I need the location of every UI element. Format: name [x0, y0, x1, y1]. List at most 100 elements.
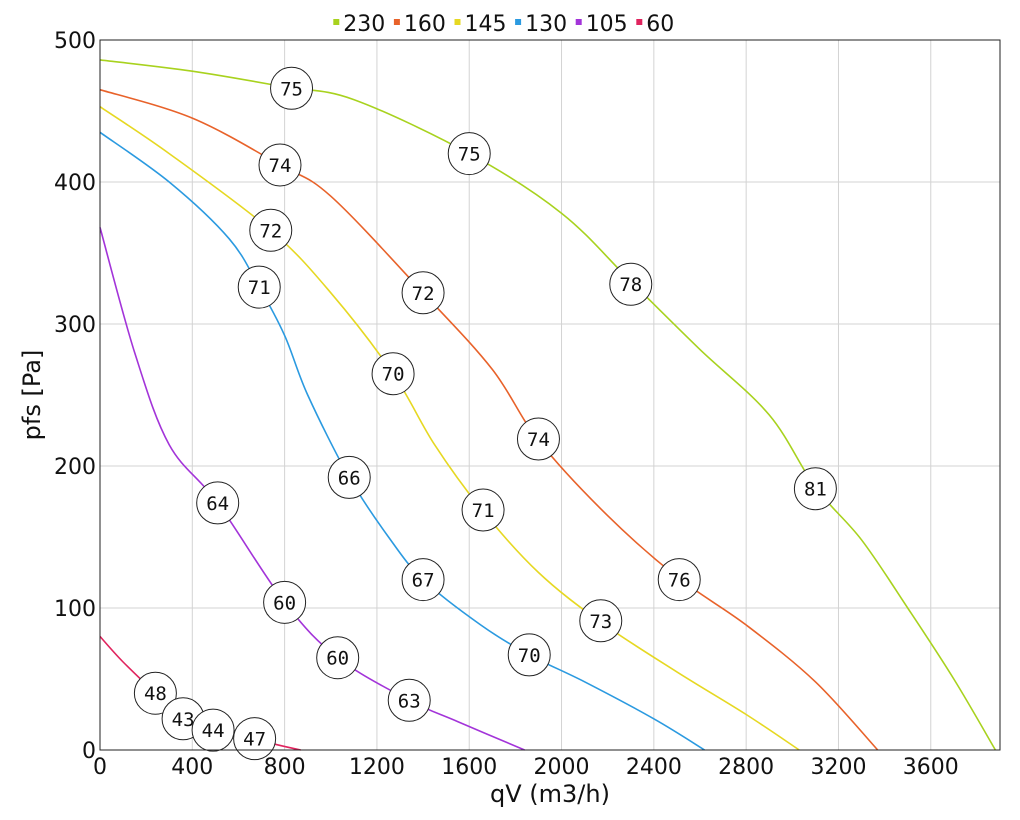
callout-label: 47 [243, 729, 266, 751]
callout-105-3: 63 [387, 678, 431, 722]
callout-145-3: 73 [579, 599, 623, 643]
callout-130-1: 66 [327, 455, 371, 499]
callout-145-2: 71 [461, 488, 505, 532]
callout-160-0: 74 [258, 143, 302, 187]
callout-circle [263, 580, 307, 624]
y-tick-label: 400 [54, 171, 96, 196]
legend-label: 130 [525, 12, 567, 37]
callout-label: 43 [172, 709, 195, 731]
legend-swatch [393, 19, 400, 25]
callout-label: 72 [412, 283, 435, 305]
callout-60-2: 44 [191, 708, 235, 752]
curve-callouts: 75 75 78 81 74 72 74 76 72 70 71 73 71 66 67 70 64 60 60 63… [133, 66, 837, 761]
callout-label: 73 [589, 611, 612, 633]
legend-item-145: 145 [454, 12, 507, 37]
callout-230-2: 78 [609, 262, 653, 306]
legend-label: 60 [646, 12, 674, 37]
callout-circle [507, 633, 551, 677]
callout-105-1: 60 [263, 580, 307, 624]
callout-130-2: 67 [401, 558, 445, 602]
x-axis-title: qV (m3/h) [490, 780, 610, 808]
callout-105-2: 60 [316, 636, 360, 680]
y-tick-label: 100 [54, 597, 96, 622]
callout-label: 71 [472, 500, 495, 522]
legend-label: 145 [465, 12, 507, 37]
callout-label: 76 [668, 570, 691, 592]
legend-label: 230 [343, 12, 385, 37]
callout-60-0: 48 [133, 671, 177, 715]
callout-105-0: 64 [196, 481, 240, 525]
callout-circle [401, 271, 445, 315]
callout-label: 64 [206, 493, 229, 515]
callout-label: 60 [326, 648, 349, 670]
callout-circle [258, 143, 302, 187]
callout-circle [249, 208, 293, 252]
x-axis-ticks: 0 400 800 1200 1600 2000 2400 2800 3200 3600 [93, 755, 959, 780]
y-axis-title: pfs [Pa] [18, 350, 46, 441]
y-tick-label: 0 [82, 739, 96, 764]
plot-frame [99, 39, 1001, 751]
callout-label: 75 [458, 144, 481, 166]
callout-circle [579, 599, 623, 643]
grid-lines [100, 40, 1000, 750]
y-axis-ticks: 0 100 200 300 400 500 [54, 29, 96, 764]
callout-label: 70 [382, 364, 405, 386]
callout-label: 63 [398, 690, 421, 712]
y-tick-label: 300 [54, 313, 96, 338]
x-tick-label: 2400 [626, 755, 682, 780]
callout-circle [133, 671, 177, 715]
legend-item-230: 230 [333, 12, 385, 37]
callout-label: 60 [273, 592, 296, 614]
callout-label: 81 [804, 479, 827, 501]
legend-item-60: 60 [636, 12, 674, 37]
y-tick-label: 200 [54, 455, 96, 480]
x-tick-label: 1200 [349, 755, 405, 780]
callout-label: 75 [280, 78, 303, 100]
callout-circle [401, 558, 445, 602]
callout-label: 44 [202, 720, 225, 742]
legend-label: 160 [404, 12, 446, 37]
callout-145-1: 70 [371, 352, 415, 396]
legend-swatch [454, 19, 461, 25]
legend-item-130: 130 [515, 12, 567, 37]
callout-circle [371, 352, 415, 396]
callout-230-3: 81 [793, 467, 837, 511]
callout-circle [327, 455, 371, 499]
legend: 230 160 145 130 105 60 [333, 12, 674, 37]
y-tick-label: 500 [54, 29, 96, 54]
callout-label: 66 [338, 467, 361, 489]
legend-label: 105 [586, 12, 628, 37]
callout-230-0: 75 [270, 66, 314, 110]
callout-circle [237, 265, 281, 309]
callout-circle [657, 558, 701, 602]
callout-130-3: 70 [507, 633, 551, 677]
callout-label: 78 [619, 274, 642, 296]
legend-swatch [575, 19, 582, 25]
callout-circle [270, 66, 314, 110]
callout-145-0: 72 [249, 208, 293, 252]
x-tick-label: 800 [264, 755, 306, 780]
callout-60-3: 47 [233, 717, 277, 761]
legend-swatch [515, 19, 522, 25]
x-tick-label: 400 [171, 755, 213, 780]
callout-circle [233, 717, 277, 761]
callout-160-3: 76 [657, 558, 701, 602]
callout-label: 74 [527, 429, 550, 451]
callout-label: 70 [518, 645, 541, 667]
callout-circle [793, 467, 837, 511]
callout-160-2: 74 [516, 417, 560, 461]
legend-item-160: 160 [393, 12, 446, 37]
callout-circle [191, 708, 235, 752]
callout-circle [516, 417, 560, 461]
x-tick-label: 3600 [903, 755, 959, 780]
x-tick-label: 2000 [534, 755, 590, 780]
callout-label: 74 [269, 155, 292, 177]
callout-130-0: 71 [237, 265, 281, 309]
callout-circle [609, 262, 653, 306]
callout-circle [387, 678, 431, 722]
callout-circle [461, 488, 505, 532]
callout-circle [196, 481, 240, 525]
callout-label: 67 [412, 570, 435, 592]
x-tick-label: 3200 [810, 755, 866, 780]
